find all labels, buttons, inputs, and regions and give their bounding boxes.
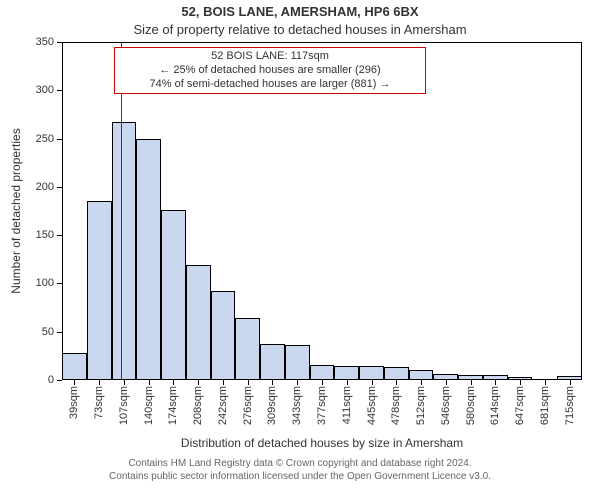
- xtick-mark: [99, 380, 100, 385]
- xtick-label: 208sqm: [192, 386, 204, 425]
- xtick-mark: [149, 380, 150, 385]
- xtick-label: 546sqm: [440, 386, 452, 425]
- ytick-label: 150: [36, 229, 54, 241]
- xtick-mark: [322, 380, 323, 385]
- xtick-label: 681sqm: [539, 386, 551, 425]
- xtick-label: 140sqm: [143, 386, 155, 425]
- xtick-label: 276sqm: [242, 386, 254, 425]
- xtick-mark: [446, 380, 447, 385]
- xtick-mark: [198, 380, 199, 385]
- footer-attribution: Contains HM Land Registry data © Crown c…: [0, 458, 600, 483]
- xtick-mark: [372, 380, 373, 385]
- xtick-label: 107sqm: [118, 386, 130, 425]
- xtick-label: 614sqm: [489, 386, 501, 425]
- xtick-mark: [248, 380, 249, 385]
- footer-line-2: Contains public sector information licen…: [0, 471, 600, 484]
- xtick-mark: [396, 380, 397, 385]
- xtick-mark: [545, 380, 546, 385]
- x-axis-label: Distribution of detached houses by size …: [181, 436, 463, 450]
- xtick-label: 174sqm: [167, 386, 179, 425]
- xtick-label: 512sqm: [415, 386, 427, 425]
- xtick-label: 445sqm: [366, 386, 378, 425]
- xtick-label: 39sqm: [68, 386, 80, 419]
- xtick-label: 242sqm: [217, 386, 229, 425]
- footer-line-1: Contains HM Land Registry data © Crown c…: [0, 458, 600, 471]
- ytick-mark: [57, 42, 62, 43]
- y-axis-label: Number of detached properties: [9, 128, 23, 293]
- ytick-label: 250: [36, 133, 54, 145]
- xtick-mark: [471, 380, 472, 385]
- ytick-mark: [57, 235, 62, 236]
- xtick-mark: [421, 380, 422, 385]
- xtick-label: 647sqm: [514, 386, 526, 425]
- ytick-mark: [57, 139, 62, 140]
- xtick-label: 580sqm: [465, 386, 477, 425]
- chart-root: { "title_main": "52, BOIS LANE, AMERSHAM…: [0, 0, 600, 500]
- xtick-mark: [74, 380, 75, 385]
- xtick-label: 343sqm: [291, 386, 303, 425]
- xtick-label: 478sqm: [390, 386, 402, 425]
- chart-title: 52, BOIS LANE, AMERSHAM, HP6 6BX: [0, 4, 600, 19]
- xtick-label: 377sqm: [316, 386, 328, 425]
- xtick-mark: [347, 380, 348, 385]
- ytick-label: 0: [48, 374, 54, 386]
- ytick-label: 200: [36, 181, 54, 193]
- plot-area: 52 BOIS LANE: 117sqm← 25% of detached ho…: [62, 42, 582, 380]
- xtick-mark: [124, 380, 125, 385]
- xtick-label: 309sqm: [266, 386, 278, 425]
- ytick-label: 350: [36, 36, 54, 48]
- ytick-mark: [57, 332, 62, 333]
- ytick-label: 300: [36, 84, 54, 96]
- xtick-mark: [520, 380, 521, 385]
- ytick-mark: [57, 187, 62, 188]
- ytick-mark: [57, 283, 62, 284]
- plot-border: [62, 42, 582, 380]
- xtick-label: 411sqm: [341, 386, 353, 424]
- ytick-mark: [57, 90, 62, 91]
- xtick-mark: [495, 380, 496, 385]
- xtick-label: 715sqm: [564, 386, 576, 425]
- ytick-mark: [57, 380, 62, 381]
- chart-subtitle: Size of property relative to detached ho…: [0, 22, 600, 37]
- xtick-mark: [272, 380, 273, 385]
- ytick-label: 100: [36, 277, 54, 289]
- xtick-mark: [570, 380, 571, 385]
- ytick-label: 50: [42, 326, 54, 338]
- xtick-mark: [223, 380, 224, 385]
- xtick-mark: [173, 380, 174, 385]
- xtick-label: 73sqm: [93, 386, 105, 419]
- xtick-mark: [297, 380, 298, 385]
